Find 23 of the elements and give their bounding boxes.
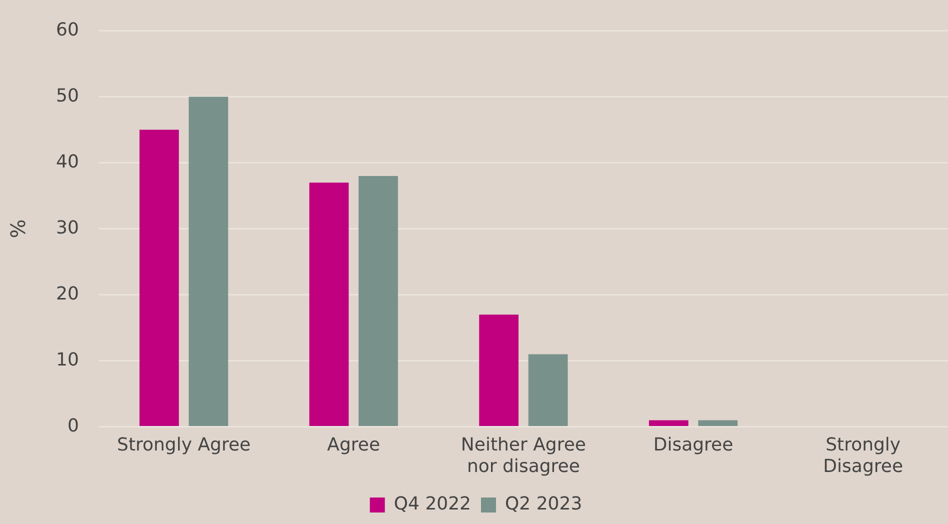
- x-tick-label: Agree: [327, 434, 380, 456]
- legend-label: Q4 2022: [394, 494, 472, 515]
- y-tick-label: 30: [56, 217, 79, 238]
- y-tick-label: 10: [56, 349, 79, 370]
- bar: [698, 420, 738, 426]
- bar: [139, 130, 179, 426]
- x-tick-label: Strongly Disagree: [823, 434, 904, 477]
- y-axis-title: %: [6, 219, 30, 238]
- x-tick-label: Neither Agree nor disagree: [460, 434, 586, 477]
- bar: [309, 182, 349, 426]
- y-tick-label: 0: [67, 415, 79, 436]
- x-tick-label: Disagree: [653, 434, 734, 456]
- bar: [528, 354, 568, 426]
- bar: [358, 176, 398, 426]
- y-tick-label: 50: [56, 85, 79, 106]
- y-tick-label: 20: [56, 283, 79, 304]
- x-tick-label: Strongly Agree: [117, 434, 251, 456]
- legend-label: Q2 2023: [505, 494, 582, 515]
- bar: [648, 420, 688, 426]
- y-tick-label: 60: [56, 19, 79, 40]
- y-tick-label: 40: [56, 151, 79, 172]
- bar: [479, 314, 519, 426]
- bar: [188, 96, 228, 426]
